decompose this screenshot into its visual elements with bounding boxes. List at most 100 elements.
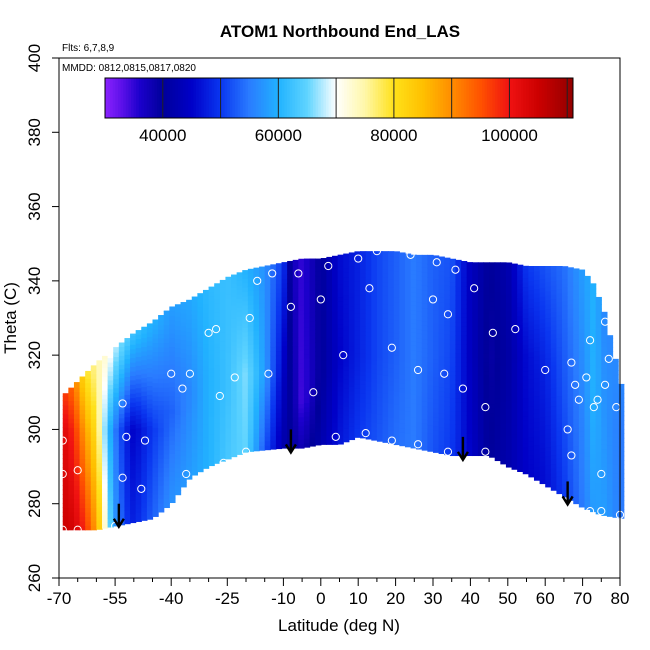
heatmap-cell [141,359,148,365]
heatmap-cell [146,443,154,449]
heatmap-cell [376,267,384,273]
heatmap-cell [85,467,92,473]
heatmap-cell [410,309,417,315]
heatmap-cell [573,476,580,482]
heatmap-cell [522,273,529,279]
heatmap-cell [517,364,524,370]
heatmap-cell [343,348,350,354]
heatmap-cell [320,355,328,361]
heatmap-cell [242,362,249,368]
heatmap-cell [281,367,288,373]
heatmap-cell [601,452,608,458]
heatmap-cell [612,374,619,380]
heatmap-cell [545,326,552,332]
heatmap-cell [556,306,563,312]
heatmap-cell [253,330,260,336]
heatmap-cell [388,323,395,329]
heatmap-cell [545,272,552,278]
heatmap-cell [421,418,428,424]
heatmap-cell [158,422,165,428]
heatmap-cell [113,360,120,366]
heatmap-cell [90,516,97,522]
heatmap-cell [275,430,283,436]
heatmap-cell [287,323,294,329]
heatmap-cell [455,428,462,434]
heatmap-cell [584,415,591,421]
heatmap-cell [522,460,529,466]
colorbar-segment [489,78,493,118]
colorbar-segment [497,78,501,118]
heatmap-cell [573,463,580,469]
heatmap-cell [438,310,445,316]
heatmap-cell [494,366,501,372]
heatmap-cell [410,389,417,395]
heatmap-cell [68,511,75,517]
heatmap-cell [500,325,507,331]
heatmap-cell [388,251,395,257]
heatmap-cell [601,341,608,347]
sample-point [245,313,254,323]
heatmap-cell [197,377,204,384]
heatmap-cell [118,382,126,388]
heatmap-cell [472,406,479,412]
heatmap-cell [320,288,328,294]
heatmap-cell [298,300,305,306]
heatmap-cell [438,422,445,428]
heatmap-cell [141,471,148,477]
heatmap-cell [371,395,378,401]
heatmap-cell [68,458,75,464]
heatmap-cell [494,268,501,274]
heatmap-cell [118,426,126,432]
colorbar-segment [287,78,291,118]
heatmap-cell [343,281,350,287]
heatmap-cell [253,428,260,434]
y-axis-label: Theta (C) [1,282,20,354]
heatmap-cell [393,319,400,325]
heatmap-cell [163,391,170,397]
heatmap-cell [545,415,552,421]
heatmap-cell [461,303,468,309]
heatmap-cell [466,393,473,399]
heatmap-cell [595,322,602,328]
heatmap-cell [102,425,109,431]
heatmap-cell [163,324,170,330]
colorbar-frame [104,77,574,119]
heatmap-cell [287,336,294,342]
heatmap-cell [539,336,546,342]
heatmap-cell [584,446,591,452]
heatmap-cell [202,437,210,443]
heatmap-cell [343,414,350,420]
heatmap-cell [494,420,501,426]
heatmap-cell [500,388,507,394]
heatmap-cell [427,442,434,448]
heatmap-cell [483,442,490,448]
heatmap-cell [124,452,131,458]
heatmap-cell [595,455,602,461]
heatmap-cell [292,390,299,396]
heatmap-cell [287,372,294,378]
heatmap-cell [584,491,591,497]
sample-point [541,365,550,375]
heatmap-cell [365,407,372,413]
heatmap-cell [96,506,103,512]
heatmap-cell [354,410,361,416]
heatmap-cell [618,491,625,497]
heatmap-cell [158,409,165,415]
heatmap-cell [326,430,333,436]
heatmap-cell [416,279,423,285]
colorbar-segment [567,78,571,118]
heatmap-cell [388,354,395,360]
heatmap-cell [461,361,468,367]
heatmap-cell [197,297,204,303]
heatmap-cell [68,418,75,424]
heatmap-cell [539,407,546,413]
heatmap-cell [85,449,92,455]
heatmap-cell [573,280,580,286]
heatmap-cell [264,280,271,286]
heatmap-cell [259,432,266,438]
heatmap-cell [348,270,356,276]
heatmap-cell [410,372,417,378]
heatmap-cell [247,402,255,408]
heatmap-cell [438,261,445,267]
heatmap-cell [247,357,255,363]
